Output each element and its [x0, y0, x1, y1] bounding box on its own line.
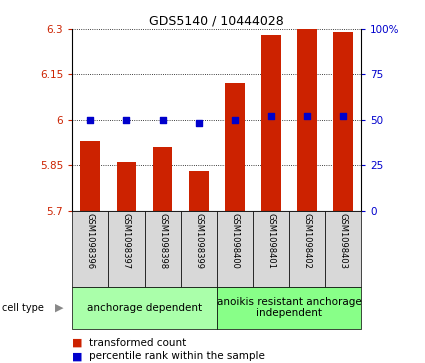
Bar — [297, 29, 317, 211]
Text: GSM1098401: GSM1098401 — [266, 213, 275, 269]
Text: ■: ■ — [72, 351, 83, 362]
Text: transformed count: transformed count — [89, 338, 187, 348]
Bar — [144, 211, 181, 287]
Text: GSM1098398: GSM1098398 — [158, 213, 167, 269]
Text: anoikis resistant anchorage
independent: anoikis resistant anchorage independent — [217, 297, 361, 318]
Text: percentile rank within the sample: percentile rank within the sample — [89, 351, 265, 362]
Point — [195, 121, 202, 126]
Bar — [289, 211, 325, 287]
Point — [159, 117, 166, 123]
Bar — [72, 287, 217, 329]
Text: ■: ■ — [72, 338, 83, 348]
Point — [123, 117, 130, 123]
Bar — [80, 141, 100, 211]
Text: GSM1098397: GSM1098397 — [122, 213, 131, 269]
Text: GSM1098396: GSM1098396 — [86, 213, 95, 269]
Bar — [189, 171, 209, 211]
Bar — [72, 211, 108, 287]
Bar — [116, 162, 136, 211]
Point — [87, 117, 94, 123]
Text: GSM1098399: GSM1098399 — [194, 213, 203, 269]
Bar — [153, 147, 173, 211]
Bar — [333, 32, 353, 211]
Text: GSM1098403: GSM1098403 — [339, 213, 348, 269]
Text: cell type: cell type — [2, 303, 44, 313]
Bar — [325, 211, 361, 287]
Bar — [181, 211, 217, 287]
Text: anchorage dependent: anchorage dependent — [87, 303, 202, 313]
Point — [303, 113, 310, 119]
Bar — [225, 83, 245, 211]
Text: ▶: ▶ — [55, 303, 64, 313]
Bar — [253, 211, 289, 287]
Bar — [217, 211, 253, 287]
Point — [231, 117, 238, 123]
Bar — [217, 287, 361, 329]
Point — [340, 113, 346, 119]
Text: GSM1098400: GSM1098400 — [230, 213, 239, 269]
Text: GSM1098402: GSM1098402 — [303, 213, 312, 269]
Point — [268, 113, 275, 119]
Title: GDS5140 / 10444028: GDS5140 / 10444028 — [149, 15, 284, 28]
Bar — [261, 35, 281, 211]
Bar — [108, 211, 144, 287]
